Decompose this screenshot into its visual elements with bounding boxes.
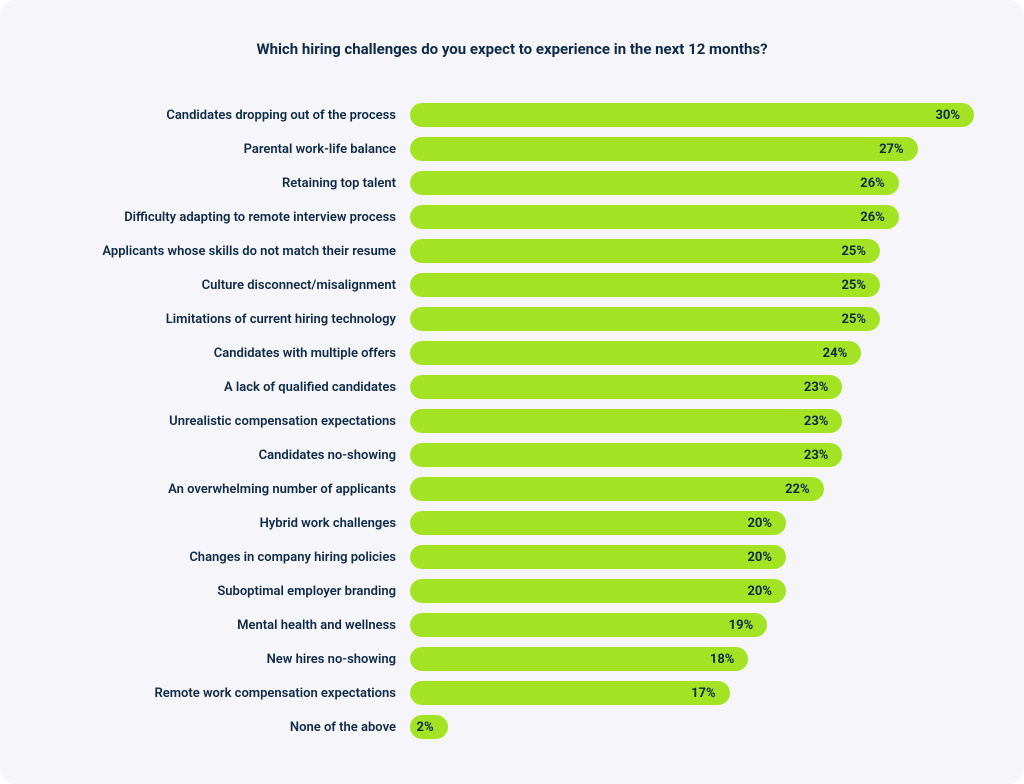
bar-value: 20%: [747, 516, 772, 531]
bar-label: Applicants whose skills do not match the…: [50, 244, 410, 259]
chart-row: Mental health and wellness 19%: [50, 608, 974, 642]
bar-label: Difficulty adapting to remote interview …: [50, 210, 410, 225]
bar-chart: Candidates dropping out of the process 30…: [50, 98, 974, 744]
bar-value: 27%: [879, 142, 904, 157]
chart-row: None of the above 2%: [50, 710, 974, 744]
bar-value: 20%: [747, 550, 772, 565]
bar: 26%: [410, 171, 899, 195]
bar: 25%: [410, 239, 880, 263]
bar-value: 24%: [823, 346, 848, 361]
chart-row: An overwhelming number of applicants 22%: [50, 472, 974, 506]
bar-label: Changes in company hiring policies: [50, 550, 410, 565]
bar-track: 18%: [410, 647, 974, 671]
bar: 2%: [410, 715, 448, 739]
bar-label: Candidates with multiple offers: [50, 346, 410, 361]
chart-row: Applicants whose skills do not match the…: [50, 234, 974, 268]
bar: 18%: [410, 647, 748, 671]
chart-title: Which hiring challenges do you expect to…: [50, 40, 974, 58]
bar: 25%: [410, 307, 880, 331]
bar-value: 25%: [841, 312, 866, 327]
bar-value: 23%: [804, 448, 829, 463]
bar: 23%: [410, 375, 842, 399]
bar-label: Candidates dropping out of the process: [50, 108, 410, 123]
bar-track: 2%: [410, 715, 974, 739]
bar-track: 17%: [410, 681, 974, 705]
bar-label: Suboptimal employer branding: [50, 584, 410, 599]
bar-label: A lack of qualified candidates: [50, 380, 410, 395]
bar-value: 25%: [841, 244, 866, 259]
bar-track: 24%: [410, 341, 974, 365]
bar: 26%: [410, 205, 899, 229]
chart-row: Hybrid work challenges 20%: [50, 506, 974, 540]
chart-row: Remote work compensation expectations 17%: [50, 676, 974, 710]
bar-label: Hybrid work challenges: [50, 516, 410, 531]
chart-row: Candidates dropping out of the process 30…: [50, 98, 974, 132]
bar-track: 19%: [410, 613, 974, 637]
bar: 23%: [410, 443, 842, 467]
bar-label: Parental work-life balance: [50, 142, 410, 157]
bar-track: 27%: [410, 137, 974, 161]
chart-row: Limitations of current hiring technology…: [50, 302, 974, 336]
bar-value: 26%: [860, 210, 885, 225]
bar-value: 19%: [729, 618, 754, 633]
chart-row: A lack of qualified candidates 23%: [50, 370, 974, 404]
bar: 23%: [410, 409, 842, 433]
bar-label: Retaining top talent: [50, 176, 410, 191]
bar-track: 25%: [410, 239, 974, 263]
chart-row: Changes in company hiring policies 20%: [50, 540, 974, 574]
bar-label: None of the above: [50, 720, 410, 735]
bar-label: Limitations of current hiring technology: [50, 312, 410, 327]
bar-track: 23%: [410, 409, 974, 433]
bar: 25%: [410, 273, 880, 297]
bar: 17%: [410, 681, 730, 705]
bar: 24%: [410, 341, 861, 365]
chart-row: Candidates no-showing 23%: [50, 438, 974, 472]
bar-track: 22%: [410, 477, 974, 501]
bar-value: 22%: [785, 482, 810, 497]
chart-row: Candidates with multiple offers 24%: [50, 336, 974, 370]
chart-card: Which hiring challenges do you expect to…: [0, 0, 1024, 784]
chart-row: Suboptimal employer branding 20%: [50, 574, 974, 608]
bar: 27%: [410, 137, 918, 161]
chart-row: Culture disconnect/misalignment 25%: [50, 268, 974, 302]
bar-track: 20%: [410, 511, 974, 535]
bar-value: 30%: [935, 108, 960, 123]
bar: 22%: [410, 477, 824, 501]
bar-value: 18%: [710, 652, 735, 667]
bar-label: Mental health and wellness: [50, 618, 410, 633]
chart-row: Unrealistic compensation expectations 23%: [50, 404, 974, 438]
bar: 20%: [410, 511, 786, 535]
bar-value: 25%: [841, 278, 866, 293]
bar-track: 20%: [410, 545, 974, 569]
bar-track: 26%: [410, 171, 974, 195]
bar-label: Candidates no-showing: [50, 448, 410, 463]
bar: 20%: [410, 545, 786, 569]
chart-row: Retaining top talent 26%: [50, 166, 974, 200]
bar-track: 23%: [410, 443, 974, 467]
bar-value: 17%: [691, 686, 716, 701]
bar-track: 26%: [410, 205, 974, 229]
bar-label: Remote work compensation expectations: [50, 686, 410, 701]
chart-row: New hires no-showing 18%: [50, 642, 974, 676]
bar-track: 23%: [410, 375, 974, 399]
bar-track: 25%: [410, 307, 974, 331]
bar-label: Culture disconnect/misalignment: [50, 278, 410, 293]
bar: 20%: [410, 579, 786, 603]
chart-row: Parental work-life balance 27%: [50, 132, 974, 166]
bar-label: Unrealistic compensation expectations: [50, 414, 410, 429]
bar-value: 20%: [747, 584, 772, 599]
bar-label: An overwhelming number of applicants: [50, 482, 410, 497]
bar-value: 26%: [860, 176, 885, 191]
bar-value: 23%: [804, 380, 829, 395]
bar-track: 20%: [410, 579, 974, 603]
bar-label: New hires no-showing: [50, 652, 410, 667]
bar-value: 2%: [417, 720, 434, 735]
bar: 19%: [410, 613, 767, 637]
bar-value: 23%: [804, 414, 829, 429]
bar: 30%: [410, 103, 974, 127]
bar-track: 25%: [410, 273, 974, 297]
bar-track: 30%: [410, 103, 974, 127]
chart-row: Difficulty adapting to remote interview …: [50, 200, 974, 234]
